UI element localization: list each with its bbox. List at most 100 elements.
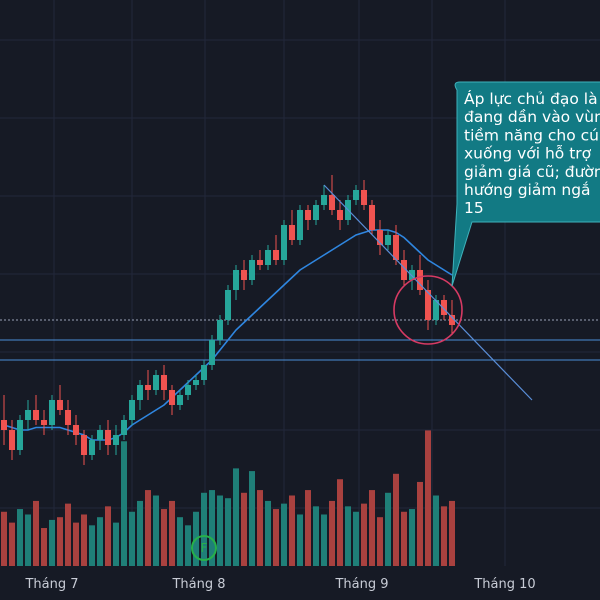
candle-body <box>25 410 31 420</box>
volume-bar <box>217 495 223 566</box>
candle-body <box>297 210 303 240</box>
candle-body <box>369 205 375 230</box>
candle <box>313 200 319 225</box>
candle-body <box>145 385 151 390</box>
x-tick-label: Tháng 7 <box>24 577 78 592</box>
candle <box>49 395 55 430</box>
candle <box>425 280 431 330</box>
candle <box>65 400 71 435</box>
candle-body <box>81 435 87 455</box>
candle-body <box>401 260 407 280</box>
candle-body <box>433 300 439 320</box>
candle-body <box>425 290 431 320</box>
candle <box>41 410 47 435</box>
volume-bar <box>273 509 279 566</box>
volume-bar <box>257 490 263 566</box>
volume-bar <box>145 490 151 566</box>
volume-bar <box>409 509 415 566</box>
candle-body <box>249 260 255 280</box>
candle-body <box>49 400 55 425</box>
volume-bar <box>233 468 239 566</box>
callout-line: Áp lực chủ đạo là <box>464 89 598 108</box>
volume-bar <box>25 514 31 566</box>
candle-body <box>329 195 335 210</box>
candle <box>17 415 23 455</box>
volume-bar <box>281 503 287 566</box>
candle-body <box>217 320 223 340</box>
candle-body <box>313 205 319 220</box>
volume-bar <box>345 506 351 566</box>
candle <box>305 205 311 230</box>
candle <box>81 430 87 465</box>
ma-line <box>3 229 453 441</box>
candle <box>281 220 287 265</box>
callout-line: giảm giá cũ; đườn <box>464 163 600 181</box>
candle-body <box>33 410 39 420</box>
candle <box>249 255 255 285</box>
candle <box>33 395 39 425</box>
volume-bar <box>265 500 271 566</box>
candle <box>161 365 167 400</box>
volume-bar <box>137 500 143 566</box>
candle-body <box>377 230 383 245</box>
candle-body <box>73 425 79 435</box>
candle-body <box>201 365 207 380</box>
candle-body <box>233 270 239 290</box>
candle-body <box>409 270 415 280</box>
candle <box>25 400 31 430</box>
candle-body <box>241 270 247 280</box>
candle <box>121 415 127 440</box>
candle <box>409 265 415 290</box>
candle-body <box>289 225 295 240</box>
price-candles <box>1 175 455 465</box>
candle <box>217 315 223 345</box>
volume-bar <box>297 514 303 566</box>
candle <box>369 200 375 235</box>
candle-body <box>393 235 399 260</box>
volume-bar <box>289 495 295 566</box>
candle <box>289 210 295 245</box>
candle <box>9 420 15 460</box>
candle-body <box>449 315 455 325</box>
candle <box>257 250 263 270</box>
candle <box>393 225 399 265</box>
volume-bar <box>337 479 343 566</box>
candle-body <box>177 395 183 405</box>
candle-body <box>129 400 135 420</box>
support-levels <box>0 319 600 361</box>
volume-bar <box>1 511 7 566</box>
volume-bar <box>57 517 63 566</box>
candle-body <box>257 260 263 265</box>
x-tick-label: Tháng 9 <box>334 577 388 592</box>
candle-body <box>361 190 367 205</box>
candle-body <box>169 390 175 405</box>
candle <box>441 295 447 320</box>
candle-body <box>265 250 271 265</box>
candle-body <box>161 375 167 390</box>
candle <box>297 205 303 245</box>
candle <box>337 200 343 230</box>
candle <box>113 425 119 455</box>
candle <box>241 260 247 290</box>
candle-body <box>9 430 15 450</box>
volume-bar <box>41 528 47 566</box>
volume-bar <box>177 517 183 566</box>
callout-line: 15 <box>464 199 484 217</box>
candle-body <box>417 270 423 290</box>
candle-body <box>273 250 279 260</box>
candle <box>361 180 367 210</box>
candle-body <box>225 290 231 320</box>
candle <box>385 230 391 250</box>
volume-bar <box>81 514 87 566</box>
candle-body <box>17 420 23 450</box>
volume-bar <box>361 503 367 566</box>
candle <box>193 375 199 390</box>
volume-bar <box>321 514 327 566</box>
candle <box>209 335 215 370</box>
candle-body <box>41 420 47 425</box>
candle <box>233 265 239 300</box>
volume-bar <box>329 500 335 566</box>
candle-body <box>209 340 215 365</box>
candle-body <box>193 380 199 385</box>
